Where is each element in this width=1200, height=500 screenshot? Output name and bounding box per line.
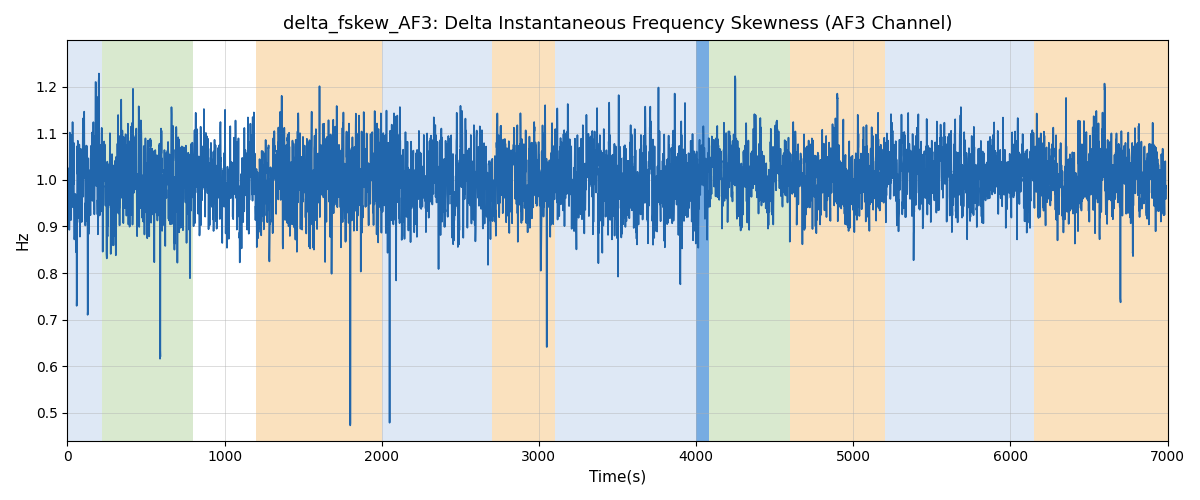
Bar (382, 40, 492, 440)
Bar (554, 40, 696, 440)
Bar (884, 40, 1034, 440)
Bar (1034, 40, 1168, 440)
Bar (791, 40, 884, 440)
Title: delta_fskew_AF3: Delta Instantaneous Frequency Skewness (AF3 Channel): delta_fskew_AF3: Delta Instantaneous Fre… (283, 15, 953, 34)
Bar (256, 40, 382, 440)
Y-axis label: Hz: Hz (16, 230, 30, 250)
Bar (492, 40, 554, 440)
Bar (696, 40, 709, 440)
Bar (709, 40, 791, 440)
Bar (102, 40, 193, 440)
X-axis label: Time(s): Time(s) (589, 470, 646, 485)
Bar (67, 40, 102, 440)
